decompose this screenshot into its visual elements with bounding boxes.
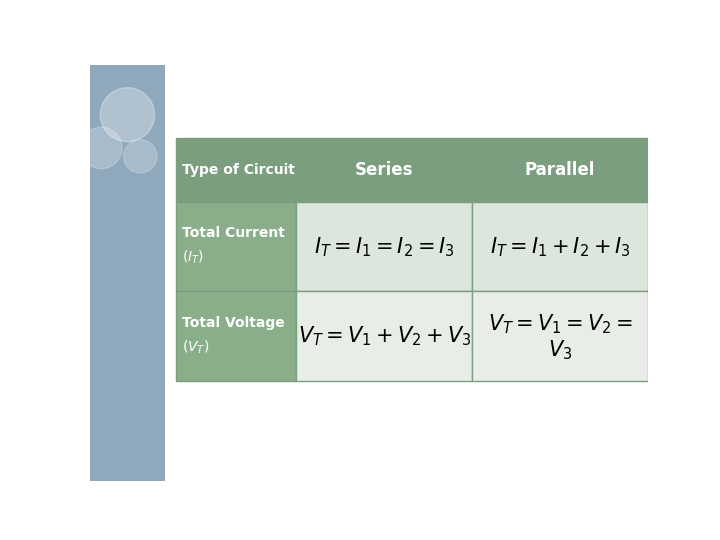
Ellipse shape <box>100 87 155 141</box>
FancyBboxPatch shape <box>176 202 297 292</box>
Text: $(V_T)$: $(V_T)$ <box>182 338 210 355</box>
FancyBboxPatch shape <box>297 138 472 202</box>
FancyBboxPatch shape <box>90 65 166 481</box>
Text: $V_3$: $V_3$ <box>548 339 572 362</box>
FancyBboxPatch shape <box>472 138 648 202</box>
Text: $(I_T)$: $(I_T)$ <box>182 249 204 266</box>
FancyBboxPatch shape <box>297 292 472 381</box>
Text: Total Voltage: Total Voltage <box>182 316 285 330</box>
Text: Type of Circuit: Type of Circuit <box>182 163 295 177</box>
Text: $I_T = I_1 = I_2 = I_3$: $I_T = I_1 = I_2 = I_3$ <box>314 235 455 259</box>
FancyBboxPatch shape <box>176 138 297 202</box>
FancyBboxPatch shape <box>472 202 648 292</box>
Text: $V_T = V_1 = V_2 =$: $V_T = V_1 = V_2 =$ <box>487 313 633 336</box>
Text: Parallel: Parallel <box>525 161 595 179</box>
FancyBboxPatch shape <box>176 292 297 381</box>
Ellipse shape <box>124 140 157 173</box>
Text: Total Current: Total Current <box>182 226 285 240</box>
FancyBboxPatch shape <box>472 292 648 381</box>
Text: $V_T = V_1 + V_2 + V_3$: $V_T = V_1 + V_2 + V_3$ <box>297 325 471 348</box>
Text: Series: Series <box>355 161 413 179</box>
FancyBboxPatch shape <box>297 202 472 292</box>
Text: $I_T = I_1 + I_2 + I_3$: $I_T = I_1 + I_2 + I_3$ <box>490 235 631 259</box>
Ellipse shape <box>80 127 122 168</box>
